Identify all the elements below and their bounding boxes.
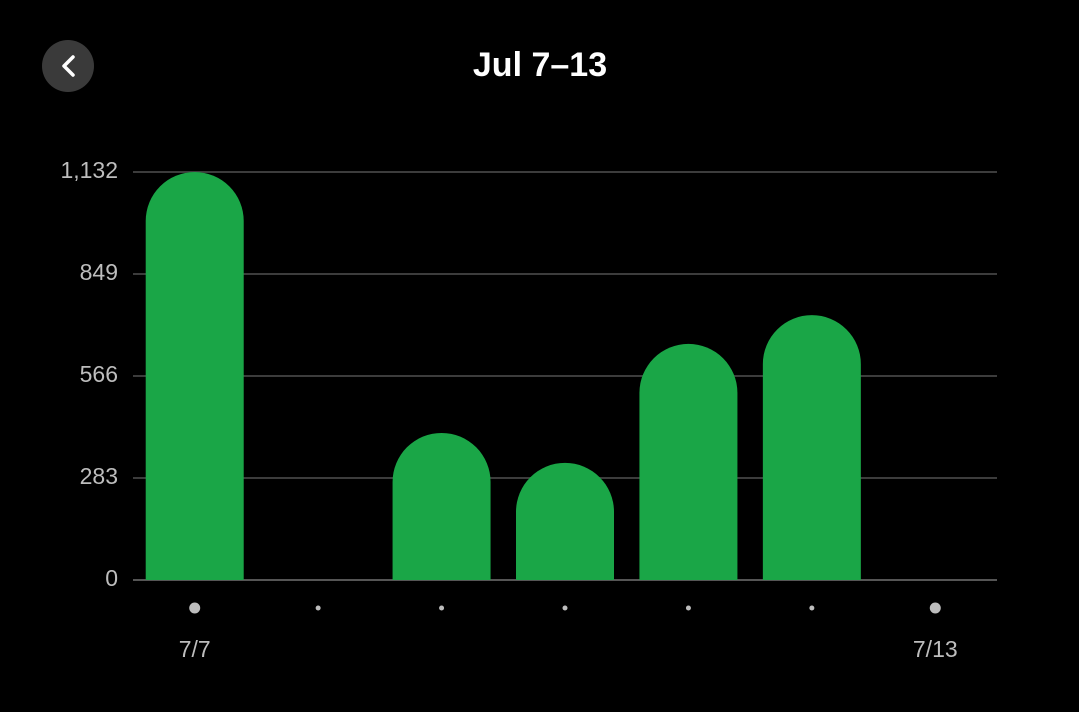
x-tick-dot — [315, 605, 321, 611]
bar — [392, 432, 491, 580]
x-tick-label: 7/13 — [913, 636, 958, 662]
y-tick-label: 1,132 — [60, 157, 118, 183]
y-tick-label: 566 — [80, 361, 118, 387]
x-tick-dot — [929, 602, 941, 614]
chart-title: Jul 7–13 — [473, 46, 607, 84]
bar — [516, 462, 614, 580]
back-chevron[interactable] — [62, 55, 75, 77]
x-tick-dot — [439, 605, 445, 611]
x-tick-label: 7/7 — [179, 636, 211, 662]
y-tick-label: 849 — [80, 259, 118, 285]
y-tick-label: 283 — [80, 463, 118, 489]
x-tick-dot — [809, 605, 815, 611]
back-button[interactable] — [42, 40, 94, 92]
x-tick-dot — [189, 602, 201, 614]
x-tick-dot — [685, 605, 691, 611]
bar — [145, 172, 244, 580]
x-tick-dot — [562, 605, 568, 611]
bar — [762, 315, 861, 580]
y-tick-label: 0 — [105, 565, 118, 591]
bar — [639, 343, 738, 580]
back-button-circle[interactable] — [42, 40, 94, 92]
